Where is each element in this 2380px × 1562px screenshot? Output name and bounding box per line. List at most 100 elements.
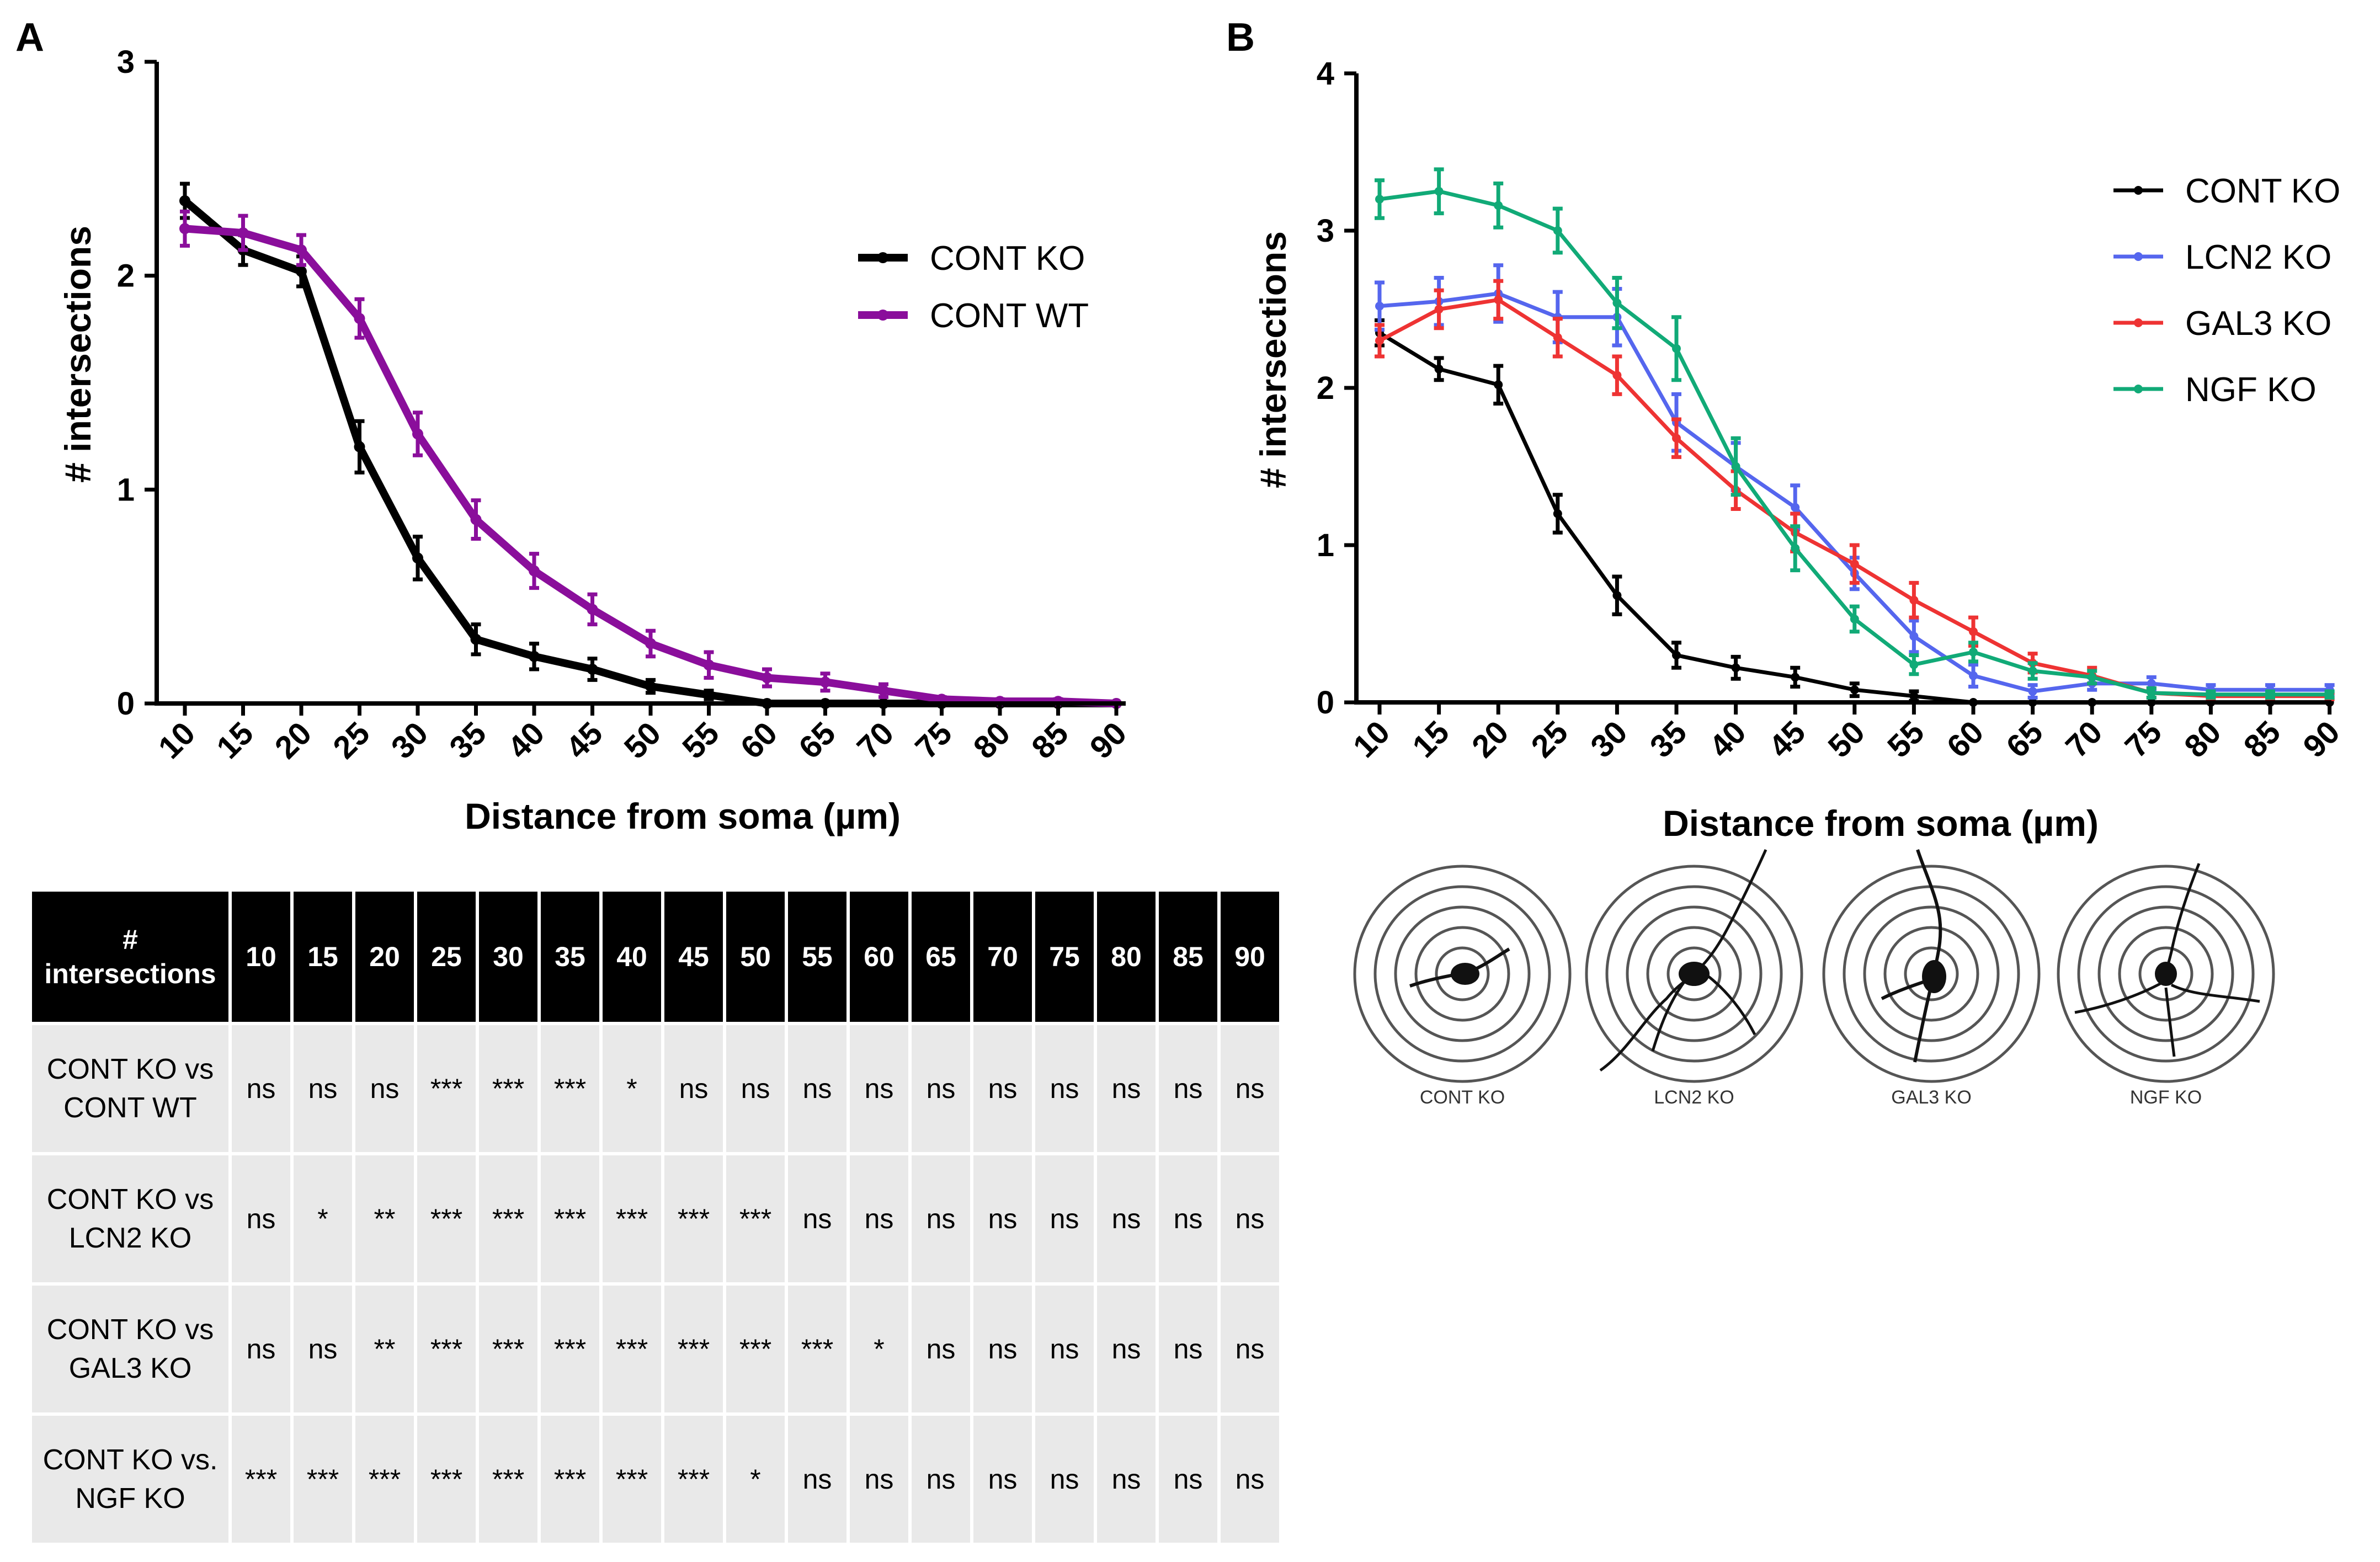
chartb-point-lcn2-ko: [1791, 503, 1800, 512]
table-cell: ns: [1094, 1022, 1159, 1155]
chartb-y-tick-label: 4: [1317, 56, 1334, 92]
table-cell: ns: [1032, 1282, 1097, 1416]
chartb-point-ngf-ko: [1672, 344, 1681, 353]
chartb-point-cont-ko: [1791, 673, 1800, 682]
charta-point-cont-wt: [878, 685, 889, 696]
table-col-header: 55: [785, 888, 850, 1025]
chartb-x-tick-label: 30: [1584, 714, 1634, 765]
chartb-y-tick-label: 0: [1317, 685, 1334, 721]
chartb-series-gal3-ko: [1375, 279, 2335, 701]
chartb-point-ngf-ko: [2088, 673, 2097, 682]
table-cell: ***: [476, 1282, 541, 1416]
table-cell: ns: [290, 1022, 355, 1155]
chartb-point-cont-ko: [1553, 509, 1562, 518]
chartb-point-lcn2-ko: [2028, 687, 2037, 696]
table-cell: **: [352, 1152, 417, 1286]
chartb-legend-label: LCN2 KO: [2185, 238, 2331, 276]
chartb-point-ngf-ko: [1494, 201, 1503, 210]
chartb-point-gal3-ko: [1612, 371, 1622, 380]
table-cell: ***: [785, 1282, 850, 1416]
chartb-point-ngf-ko: [1791, 543, 1800, 553]
table-cell: ns: [846, 1152, 912, 1286]
charta-point-cont-wt: [587, 604, 598, 615]
charta-x-tick-label: 15: [210, 715, 260, 766]
table-row: CONT KO vs GAL3 KO ns ns ** *** *** *** *** *** **…: [29, 1282, 1282, 1416]
charta-x-tick-label: 55: [675, 715, 726, 766]
chartb-point-gal3-ko: [1969, 627, 1978, 636]
chartb-point-gal3-ko: [1375, 336, 1384, 345]
table-header-label-line1: #: [123, 924, 138, 955]
chartb-point-ngf-ko: [2028, 667, 2037, 675]
charta-legend-label: CONT KO: [930, 239, 1085, 278]
table-row-label-line1: CONT KO vs.: [42, 1444, 218, 1476]
table-cell: ns: [785, 1152, 850, 1286]
chartb-y-tick-label: 3: [1317, 213, 1334, 249]
table-cell: *: [723, 1412, 788, 1546]
table-cell: ***: [228, 1412, 294, 1546]
chart-b-x-label: Distance from soma (µm): [1663, 803, 2099, 844]
charta-x-tick-label: 30: [385, 715, 435, 766]
table-row-label-line1: CONT KO vs: [46, 1314, 214, 1346]
chartb-point-ngf-ko: [2147, 688, 2156, 697]
significance-table: # intersections 10 15 20 25 30 35 40 45 50 55 60 65…: [29, 888, 1282, 1546]
chartb-x-tick-label: 15: [1405, 714, 1456, 765]
charta-x-tick-label: 85: [1025, 715, 1075, 766]
chartb-series-ngf-ko: [1375, 167, 2335, 700]
table-cell: ns: [785, 1412, 850, 1546]
chartb-x-tick-label: 90: [2296, 714, 2347, 765]
table-col-header: 75: [1032, 888, 1097, 1025]
table-cell: ns: [1156, 1412, 1221, 1546]
table-cell: ns: [352, 1022, 417, 1155]
table-cell: ***: [723, 1282, 788, 1416]
charta-legend-label: CONT WT: [930, 297, 1089, 335]
table-cell: ns: [1156, 1282, 1221, 1416]
table-cell: ***: [723, 1152, 788, 1286]
table-col-header: 65: [908, 888, 973, 1025]
charta-point-cont-ko: [296, 265, 307, 277]
chartb-legend-marker: [2134, 385, 2143, 393]
table-cell: ***: [476, 1022, 541, 1155]
table-cell: ns: [1032, 1412, 1097, 1546]
chartb-y-tick-label: 1: [1317, 527, 1334, 563]
chartb-x-tick-label: 25: [1524, 714, 1575, 765]
charta-legend-item-cont-ko: CONT KO: [858, 239, 1085, 278]
chartb-x-tick-label: 75: [2118, 714, 2169, 765]
chartb-point-ngf-ko: [1434, 186, 1444, 196]
chartb-x-tick-label: 80: [2177, 714, 2228, 765]
chartb-point-lcn2-ko: [1909, 632, 1919, 641]
table-row-label: CONT KO vs. NGF KO: [29, 1412, 232, 1546]
charta-point-cont-wt: [237, 227, 249, 239]
charta-y-tick-label: 0: [117, 686, 135, 722]
charta-point-cont-wt: [703, 659, 715, 671]
charta-point-cont-wt: [762, 672, 773, 684]
chartb-legend-label: GAL3 KO: [2185, 305, 2331, 343]
chartb-point-lcn2-ko: [2147, 679, 2156, 688]
table-cell: ns: [228, 1282, 294, 1416]
table-cell: ns: [908, 1152, 973, 1286]
chartb-point-lcn2-ko: [1969, 671, 1978, 680]
table-cell: ***: [290, 1412, 355, 1546]
charta-legend-marker: [877, 310, 888, 321]
chartb-point-gal3-ko: [1553, 333, 1562, 342]
table-cell: ***: [414, 1152, 479, 1286]
table-cell: *: [599, 1022, 664, 1155]
table-cell: ns: [970, 1022, 1035, 1155]
sholl-label-ngf-ko: NGF KO: [2130, 1087, 2202, 1108]
chartb-x-tick-label: 60: [1940, 714, 1991, 765]
table-cell: ***: [414, 1282, 479, 1416]
table-cell: ***: [537, 1152, 603, 1286]
chartb-point-ngf-ko: [2325, 690, 2334, 699]
table-row-label-line2: NGF KO: [75, 1483, 185, 1515]
table-cell: ns: [1032, 1152, 1097, 1286]
table-cell: ns: [290, 1282, 355, 1416]
chartb-x-tick-label: 45: [1762, 714, 1813, 765]
chartb-point-ngf-ko: [1553, 226, 1562, 235]
table-cell: ns: [228, 1152, 294, 1286]
chartb-x-tick-label: 35: [1643, 714, 1694, 765]
table-row-label-line2: GAL3 KO: [68, 1352, 192, 1384]
table-cell: ns: [846, 1412, 912, 1546]
charta-x-tick-label: 45: [559, 715, 610, 766]
table-col-header: 15: [290, 888, 355, 1025]
chartb-x-tick-label: 55: [1881, 714, 1931, 765]
table-cell: ***: [599, 1152, 664, 1286]
